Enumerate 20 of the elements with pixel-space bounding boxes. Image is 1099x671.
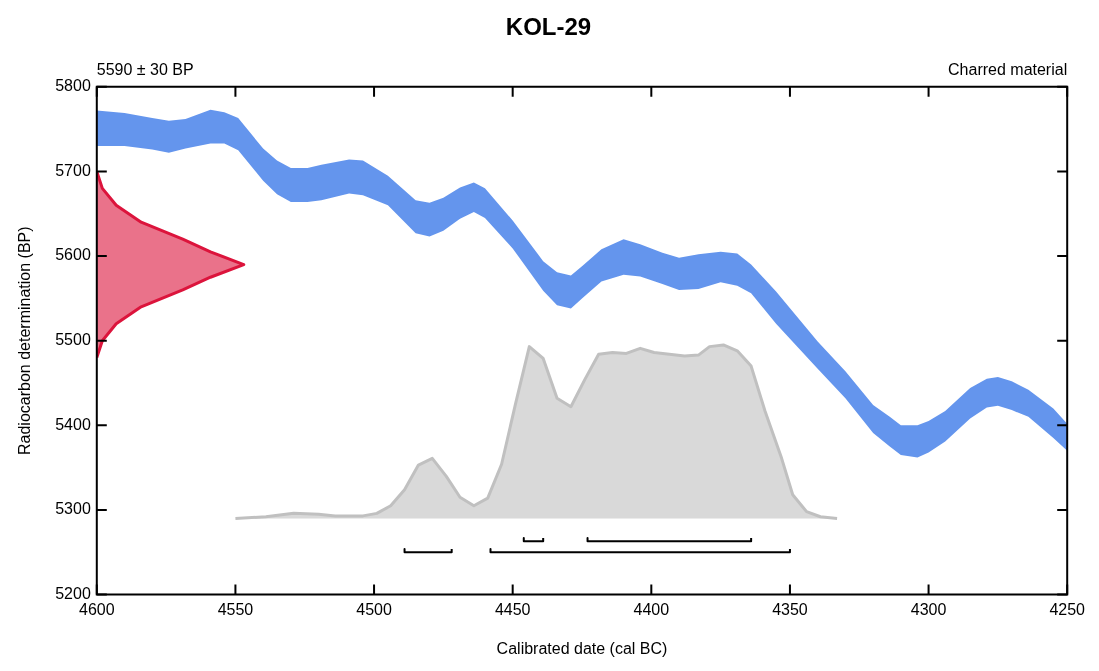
y-tick-label: 5600	[55, 246, 91, 264]
y-tick-label: 5400	[55, 415, 91, 433]
x-tick-label: 4450	[494, 600, 531, 618]
y-axis-title: Radiocarbon determination (BP)	[16, 226, 34, 455]
x-tick-label: 4250	[1049, 600, 1086, 618]
y-tick-label: 5700	[55, 161, 91, 179]
y-tick-label: 5300	[55, 500, 91, 518]
x-tick-label: 4300	[910, 600, 947, 618]
y-tick-label: 5800	[55, 77, 91, 95]
chart-title: KOL-29	[505, 13, 592, 41]
x-tick-label: 4550	[217, 600, 254, 618]
x-axis-title: Calibrated date (cal BC)	[496, 639, 668, 657]
y-tick-label: 5200	[55, 585, 91, 603]
text: 5590 ± 30 BP	[96, 61, 194, 79]
x-tick-label: 4350	[772, 600, 808, 618]
text: Charred material	[948, 61, 1068, 79]
x-tick-label: 4400	[633, 600, 670, 618]
x-tick-label: 4500	[356, 600, 392, 618]
y-tick-label: 5500	[55, 331, 91, 349]
x-tick-label: 4600	[79, 600, 115, 618]
